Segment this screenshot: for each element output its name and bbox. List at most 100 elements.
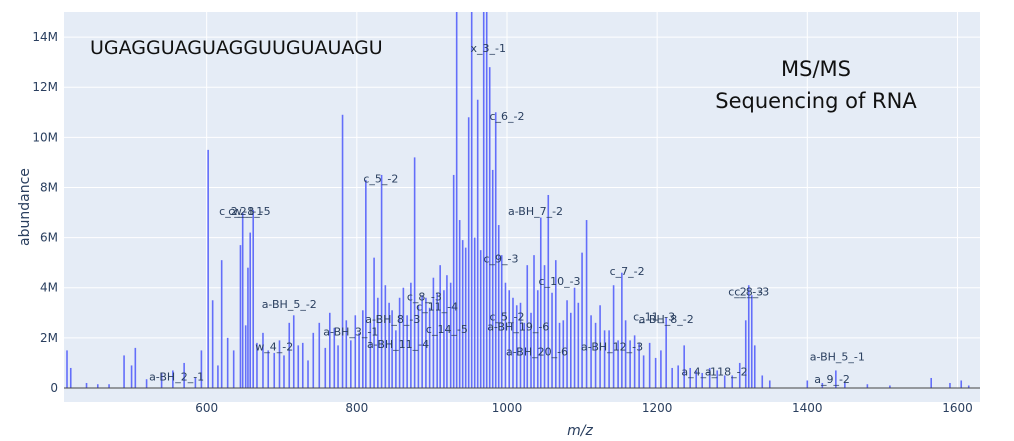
peak-label: c_2_-1: [219, 205, 254, 218]
x-tick-label: 800: [345, 401, 368, 415]
spectrum-peak: [594, 322, 597, 388]
spectrum-peak: [747, 285, 750, 388]
spectrum-peak: [241, 212, 244, 388]
spectrum-peak: [806, 380, 809, 388]
spectrum-peak: [547, 194, 550, 388]
spectrum-peak: [461, 240, 464, 388]
spectrum-peak: [633, 335, 636, 388]
spectrum-peak: [278, 340, 281, 388]
spectrum-peak: [172, 370, 174, 388]
spectrum-peak: [562, 320, 565, 388]
peak-label: a-BH_3_-1: [323, 325, 378, 338]
spectrum-peak: [750, 295, 753, 388]
y-tick-label: 14M: [32, 30, 58, 44]
spectrum-peak: [312, 332, 315, 388]
peak-label: c_7_-2: [610, 265, 645, 278]
y-axis-title: abundance: [17, 168, 33, 246]
peak-label: c_2_-1: [228, 205, 263, 218]
spectrum-peak: [768, 380, 771, 388]
spectrum-peak: [526, 265, 529, 388]
spectrum-peak: [558, 322, 561, 388]
spectrum-peak: [232, 350, 235, 388]
peak-label: a-BH_8_-2: [639, 313, 694, 326]
spectrum-peak: [761, 375, 764, 388]
spectrum-peak: [536, 290, 539, 388]
spectrum-peak: [130, 365, 133, 388]
spectrum-peak: [183, 362, 185, 388]
spectrum-peak: [523, 322, 526, 388]
spectrum-peak: [866, 384, 869, 388]
spectrum-peak: [689, 367, 691, 388]
spectrum-peak: [554, 260, 557, 388]
spectrum-peak: [479, 250, 482, 388]
spectrum-peak: [723, 375, 726, 388]
spectrum-peak: [648, 342, 651, 388]
x-tick-label: 1400: [792, 401, 823, 415]
spectrum-peak: [283, 355, 285, 388]
spectrum-peak: [377, 297, 379, 388]
spectrum-peak: [590, 315, 592, 388]
spectrum-peak: [398, 297, 401, 388]
y-tick-label: 8M: [40, 180, 58, 194]
spectrum-peak: [85, 382, 88, 388]
peak-label: c_9_-3: [483, 253, 518, 266]
spectrum-peak: [458, 220, 461, 388]
spectrum-peak: [889, 385, 891, 388]
gridlines: [64, 12, 980, 388]
spectrum-peak: [239, 245, 242, 388]
spectrum-peak: [452, 174, 455, 388]
peak-label: a-BH_8_-3: [365, 313, 420, 326]
spectrum-peak: [123, 355, 125, 388]
spectrum-peak: [328, 312, 331, 388]
plot-background: [64, 12, 980, 402]
spectrum-peak: [504, 282, 507, 388]
spectrum-peak: [476, 99, 479, 388]
spectrum-peak: [432, 277, 435, 388]
spectrum-peak: [318, 322, 321, 388]
peak-label: a-BH_19_-6: [487, 320, 549, 333]
spectrum-peak: [654, 357, 657, 388]
peak-label: c_11_-4: [416, 300, 458, 313]
spectrum-peak: [455, 12, 458, 388]
peak-label: c_11_-3: [633, 310, 675, 323]
spectrum-peak: [244, 325, 247, 388]
spectrum-peak: [301, 342, 304, 388]
spectrum-peak: [211, 300, 214, 388]
sequencing-annotation: Sequencing of RNA: [715, 89, 917, 113]
spectrum-peak: [566, 300, 568, 388]
spectrum-peak: [369, 322, 372, 388]
spectrum-peak: [543, 265, 546, 388]
spectrum-peak: [292, 315, 295, 388]
spectrum-peak: [406, 315, 408, 388]
peak-label: a-BH_5_-2: [262, 298, 317, 311]
spectrum-peak: [539, 217, 542, 388]
spectrum-peak: [573, 287, 576, 388]
spectrum-peak: [738, 362, 741, 388]
peak-label: c_2_-3: [728, 285, 763, 298]
spectrum-peak: [388, 302, 390, 388]
spectrum-peak: [671, 367, 673, 388]
peak-label: a_9_-2: [814, 373, 850, 386]
spectrum-peak: [249, 232, 252, 388]
spectrum-peak: [473, 237, 476, 388]
spectrum-peak: [949, 382, 951, 388]
spectrum-peak: [638, 342, 640, 388]
spectrum-peak: [449, 282, 452, 388]
spectrum-peak: [467, 117, 470, 388]
spectrum-peak: [425, 297, 427, 388]
x-tick-label: 1000: [492, 401, 523, 415]
spectrum-peak: [446, 275, 448, 388]
y-tick-label: 2M: [40, 331, 58, 345]
spectrum-peak: [497, 225, 500, 388]
peak-label: c_5_-2: [363, 172, 398, 185]
spectrum-peak: [217, 365, 219, 388]
spectrum-peak: [96, 384, 99, 388]
spectrum-peak: [66, 350, 68, 388]
spectrum-peak: [570, 312, 572, 388]
spectrum-peak: [273, 352, 276, 388]
y-tick-label: 10M: [32, 130, 58, 144]
peak-label: a_4_-1: [681, 365, 717, 378]
x-axis-title: m/z: [567, 423, 593, 439]
spectrum-peak: [220, 260, 223, 388]
